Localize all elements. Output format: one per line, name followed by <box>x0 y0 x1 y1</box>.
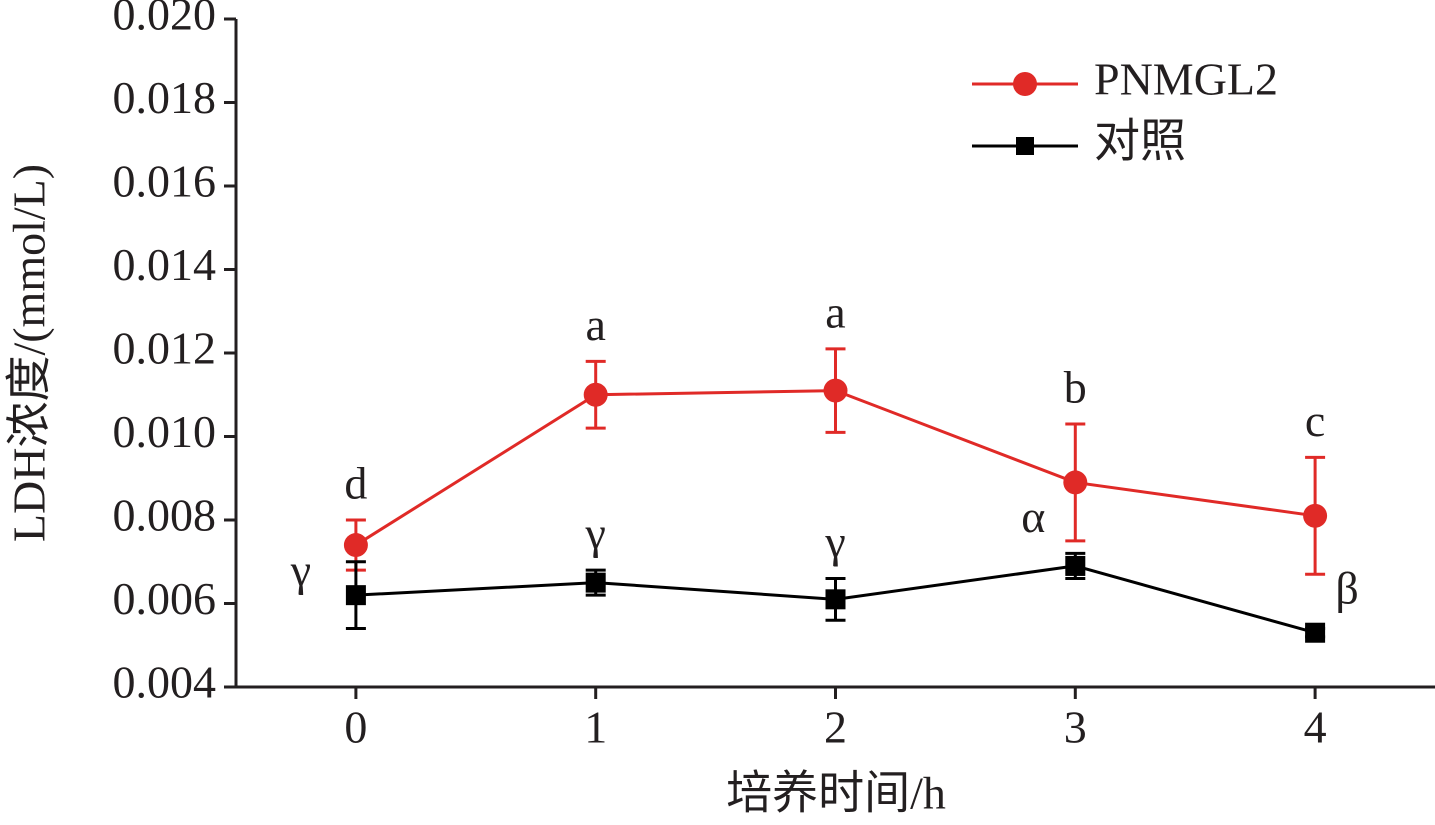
annotation: γ <box>824 516 845 567</box>
annotation: b <box>1064 362 1087 413</box>
marker <box>1303 503 1328 528</box>
marker <box>823 378 848 403</box>
marker <box>585 572 606 593</box>
marker <box>1065 555 1086 576</box>
x-tick-label: 0 <box>344 702 367 753</box>
legend-marker <box>1016 137 1034 155</box>
y-tick-label: 0.004 <box>113 657 217 708</box>
legend-label: PNMGL2 <box>1094 54 1278 105</box>
y-tick-label: 0.014 <box>113 239 217 290</box>
y-tick-label: 0.018 <box>113 72 217 123</box>
marker <box>825 589 846 610</box>
marker <box>1063 470 1088 495</box>
x-axis-label: 培养时间/h <box>726 768 946 819</box>
annotation: a <box>825 286 845 337</box>
y-tick-label: 0.020 <box>113 0 217 40</box>
marker <box>345 585 366 606</box>
annotation: a <box>585 299 605 350</box>
annotation: c <box>1305 395 1325 446</box>
y-tick-label: 0.008 <box>113 490 217 541</box>
x-tick-label: 1 <box>584 702 607 753</box>
y-tick-label: 0.006 <box>113 573 217 624</box>
legend-label: 对照 <box>1094 116 1186 167</box>
marker <box>343 533 368 558</box>
annotation: γ <box>290 545 311 596</box>
y-tick-label: 0.012 <box>113 323 217 374</box>
annotation: β <box>1335 562 1358 613</box>
y-tick-label: 0.016 <box>113 156 217 207</box>
marker <box>1305 622 1326 643</box>
annotation: γ <box>585 508 606 559</box>
y-axis-label: LDH浓度/(mmol/L) <box>4 164 55 542</box>
annotation: d <box>344 458 367 509</box>
legend-marker <box>1013 72 1037 96</box>
x-tick-label: 4 <box>1304 702 1327 753</box>
x-tick-label: 3 <box>1064 702 1087 753</box>
annotation: α <box>1021 491 1045 542</box>
y-tick-label: 0.010 <box>113 406 217 457</box>
marker <box>583 382 608 407</box>
x-tick-label: 2 <box>824 702 847 753</box>
